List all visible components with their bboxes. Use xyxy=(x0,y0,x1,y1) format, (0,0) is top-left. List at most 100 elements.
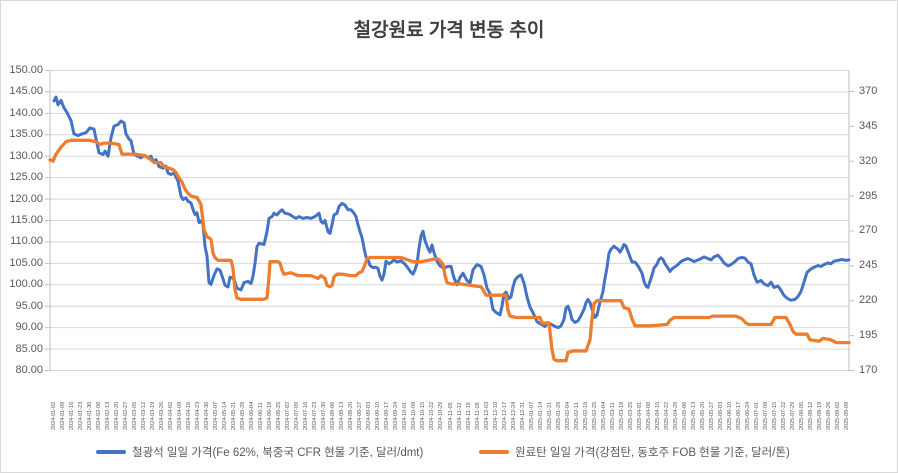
legend-label-iron-ore: 철광석 일일 가격(Fe 62%, 북중국 CFR 현물 기준, 달러/dmt) xyxy=(132,447,424,459)
iron-ore-price-line xyxy=(52,95,851,330)
y-right-tick-label: 170 xyxy=(859,364,878,376)
y-left-tick-label: 105.00 xyxy=(9,256,43,269)
x-tick-label: 2025-04-29 xyxy=(672,401,679,430)
x-tick-label: 2024-06-11 xyxy=(258,402,265,430)
x-tick-label: 2025-08-12 xyxy=(807,401,814,430)
legend: 철광석 일일 가격(Fe 62%, 북중국 CFR 현물 기준, 달러/dmt)… xyxy=(1,442,897,466)
x-tick-label: 2025-03-18 xyxy=(618,401,625,430)
y-left-tick-label: 90.00 xyxy=(15,321,43,334)
x-tick-label: 2025-05-13 xyxy=(690,401,697,430)
x-tick-label: 2025-07-29 xyxy=(789,401,796,430)
x-tick-label: 2025-04-22 xyxy=(663,401,670,430)
y-right-tick-label: 370 xyxy=(859,84,878,97)
y-right-tick-label: 270 xyxy=(859,224,878,237)
x-tick-label: 2024-11-05 xyxy=(447,402,454,430)
x-tick-label: 2024-10-29 xyxy=(438,401,445,430)
x-tick-label: 2024-01-23 xyxy=(78,401,85,430)
y-right-tick-label: 195 xyxy=(859,329,878,342)
x-tick-label: 2024-01-09 xyxy=(60,401,66,430)
y-left-tick-label: 95.00 xyxy=(15,299,43,312)
y-left-tick-label: 115.00 xyxy=(10,214,43,226)
x-tick-label: 2025-01-07 xyxy=(528,401,535,430)
legend-item-iron-ore: 철광석 일일 가격(Fe 62%, 북중국 CFR 현물 기준, 달러/dmt) xyxy=(96,442,423,462)
y-left-tick-label: 125.00 xyxy=(9,171,43,184)
y-left-tick-label: 80.00 xyxy=(15,364,43,376)
x-tick-label: 2024-09-24 xyxy=(393,401,400,430)
x-tick-label: 2024-11-26 xyxy=(474,402,481,430)
y-right-tick-label: 320 xyxy=(859,154,878,167)
x-tick-label: 2024-11-12 xyxy=(456,402,463,430)
x-tick-label: 2024-06-18 xyxy=(267,401,274,430)
x-tick-label: 2024-04-02 xyxy=(168,401,175,430)
x-tick-label: 2024-01-02 xyxy=(51,401,57,430)
x-tick-label: 2024-12-31 xyxy=(519,401,526,430)
x-tick-label: 2025-02-11 xyxy=(573,402,580,430)
x-tick-label: 2025-06-17 xyxy=(735,401,742,430)
x-tick-label: 2024-08-13 xyxy=(339,401,346,430)
x-tick-label: 2024-12-24 xyxy=(510,401,517,430)
x-tick-label: 2024-05-07 xyxy=(213,401,220,430)
x-tick-label: 2025-07-08 xyxy=(762,401,769,430)
x-tick-label: 2025-05-06 xyxy=(681,401,688,430)
x-tick-label: 2024-03-12 xyxy=(141,401,148,430)
y-left-tick-label: 130.00 xyxy=(9,149,43,162)
x-tick-label: 2025-01-14 xyxy=(537,401,544,430)
x-tick-label: 2024-10-01 xyxy=(402,401,409,430)
x-tick-label: 2025-03-04 xyxy=(600,401,607,430)
chart-title: 철강원료 가격 변동 추이 xyxy=(353,20,545,41)
x-tick-label: 2024-10-22 xyxy=(429,401,436,430)
y-left-tick-label: 120.00 xyxy=(9,192,43,205)
x-tick-label: 2024-12-17 xyxy=(501,401,508,430)
x-tick-label: 2024-04-09 xyxy=(177,401,184,430)
x-tick-label: 2024-09-03 xyxy=(366,401,373,430)
x-tick-label: 2025-04-01 xyxy=(636,401,643,430)
x-tick-label: 2024-01-30 xyxy=(87,401,94,430)
x-tick-label: 2025-09-09 xyxy=(844,401,850,430)
x-tick-label: 2024-06-25 xyxy=(276,401,283,430)
x-tick-label: 2024-04-30 xyxy=(204,401,211,430)
x-tick-label: 2025-05-27 xyxy=(708,401,715,430)
iron-ore-line-swatch xyxy=(96,450,126,454)
x-tick-label: 2024-02-06 xyxy=(96,401,103,430)
x-tick-label: 2025-07-15 xyxy=(771,401,778,430)
y-left-tick-label: 140.00 xyxy=(9,106,43,119)
x-tick-label: 2025-01-21 xyxy=(546,401,553,430)
x-tick-label: 2024-10-15 xyxy=(420,401,427,430)
x-tick-label: 2025-09-02 xyxy=(834,401,841,430)
y-left-tick-label: 145.00 xyxy=(9,85,43,98)
x-tick-label: 2024-06-04 xyxy=(249,401,256,430)
x-tick-label: 2025-03-11 xyxy=(609,402,616,430)
x-tick-label: 2024-05-28 xyxy=(240,401,247,430)
y-right-tick-label: 220 xyxy=(859,294,878,307)
x-tick-label: 2024-11-19 xyxy=(465,402,472,430)
x-tick-label: 2025-04-15 xyxy=(654,401,661,430)
x-tick-label: 2024-07-16 xyxy=(303,401,310,430)
x-tick-label: 2025-03-25 xyxy=(627,401,634,430)
x-tick-label: 2024-05-14 xyxy=(222,401,229,430)
x-tick-label: 2024-12-10 xyxy=(492,401,499,430)
y-left-tick-label: 135.00 xyxy=(9,128,43,141)
x-tick-label: 2025-06-24 xyxy=(744,401,751,430)
y-left-tick-label: 100.00 xyxy=(9,278,43,291)
x-tick-label: 2024-09-17 xyxy=(384,401,391,430)
coking-coal-line-swatch xyxy=(479,450,509,454)
x-tick-label: 2024-02-27 xyxy=(123,401,130,430)
x-tick-label: 2024-01-16 xyxy=(69,401,76,430)
x-tick-label: 2024-08-20 xyxy=(348,401,355,430)
x-tick-label: 2025-02-25 xyxy=(591,401,598,430)
x-tick-label: 2025-02-04 xyxy=(564,401,571,430)
y-right-tick-label: 345 xyxy=(859,119,878,132)
x-tick-label: 2024-07-30 xyxy=(321,401,328,430)
x-tick-label: 2024-08-27 xyxy=(357,401,364,430)
x-tick-label: 2024-02-13 xyxy=(105,401,112,430)
x-tick-label: 2024-03-19 xyxy=(150,401,157,430)
x-tick-label: 2024-02-20 xyxy=(114,401,121,430)
x-tick-label: 2025-02-18 xyxy=(582,401,589,430)
x-tick-label: 2024-10-08 xyxy=(411,401,418,430)
x-tick-label: 2025-07-22 xyxy=(780,401,787,430)
x-tick-label: 2024-05-21 xyxy=(231,401,238,430)
x-tick-label: 2024-04-16 xyxy=(186,401,193,430)
x-tick-label: 2024-08-06 xyxy=(330,401,337,430)
